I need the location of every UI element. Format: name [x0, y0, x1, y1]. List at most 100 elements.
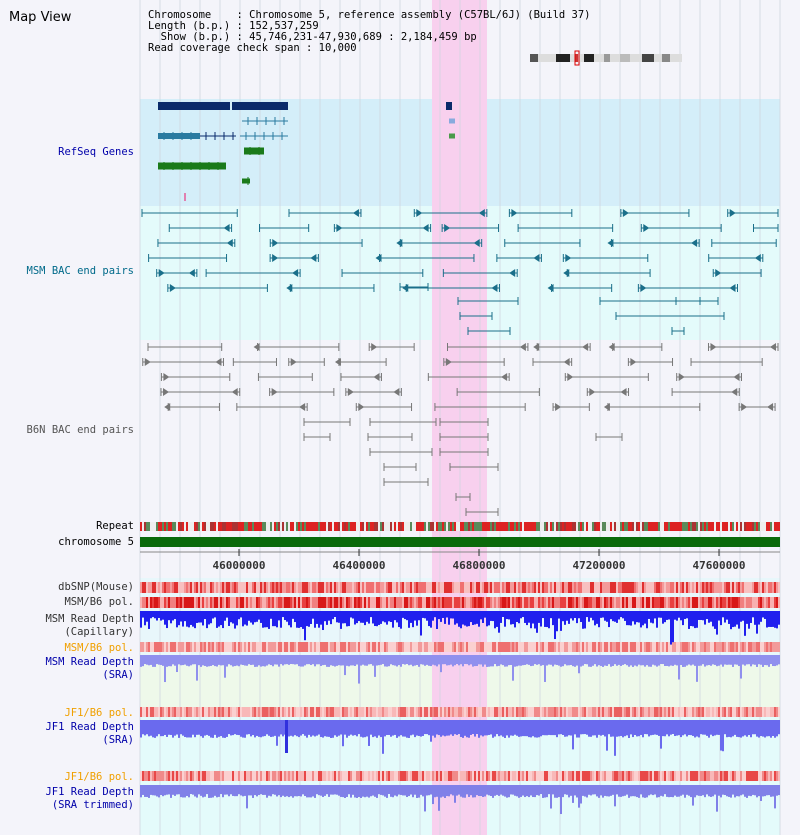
msm-sra-depth-bar: [398, 655, 400, 666]
msm-sra-depth-bar: [318, 655, 320, 665]
msm-sra-depth-bar: [356, 655, 358, 665]
msm-capillary-depth-bar: [364, 611, 366, 626]
msm-pol2-strip: [278, 642, 280, 652]
jf1-sra-depth-bar: [604, 720, 606, 737]
b6n-bac-pair-arrow: [358, 403, 365, 411]
jf1-sra-depth-bar: [572, 720, 574, 750]
b6n-bac-pair-arrow: [163, 373, 170, 381]
msm-sra-depth-bar: [534, 655, 536, 665]
jf1-sra-depth-bar: [252, 720, 254, 736]
msm-pol-strip: [360, 597, 362, 608]
jf1-trim-depth-bar: [470, 785, 472, 796]
msm-sra-depth-bar: [412, 655, 414, 667]
jf1-pol-strip: [406, 707, 408, 717]
msm-capillary-depth-bar: [462, 611, 464, 625]
msm-sra-depth-bar: [774, 655, 776, 667]
msm-pol2-strip: [592, 642, 594, 652]
msm-sra-depth-bar: [694, 655, 696, 666]
msm-sra-depth-bar: [622, 655, 624, 665]
jf1-pol-strip: [702, 707, 704, 717]
jf1-trim-depth-bar: [190, 785, 192, 795]
jf1-pol-strip: [764, 707, 766, 717]
jf1-trim-depth-bar: [274, 785, 276, 795]
msm-capillary-depth-bar: [406, 611, 408, 621]
msm-sra-depth-bar: [580, 655, 582, 667]
jf1-pol-strip: [332, 707, 334, 717]
jf1-trim-depth-bar: [642, 785, 644, 798]
msm-sra-depth-bar: [340, 655, 342, 666]
msm-capillary-depth-bar: [414, 611, 416, 621]
msm-capillary-depth-bar: [308, 611, 310, 627]
jf1-pol-strip: [504, 707, 506, 717]
repeat-segment: [252, 522, 254, 531]
jf1-sra-depth-bar: [490, 720, 492, 735]
ideogram-band: [620, 54, 630, 62]
msm-sra-depth-bar: [264, 655, 266, 667]
dbsnp-strip: [246, 582, 248, 593]
msm-pol-strip: [170, 597, 172, 608]
jf1-sra-depth-bar: [278, 720, 280, 737]
dbsnp-strip: [154, 582, 156, 593]
msm-capillary-depth-bar: [766, 611, 768, 628]
repeat-segment: [346, 522, 348, 531]
jf1-pol-strip: [646, 707, 648, 717]
repeat-segment: [488, 522, 490, 531]
msm-pol-strip: [556, 597, 558, 608]
repeat-segment: [150, 522, 152, 531]
jf1-pol2-strip: [714, 771, 716, 781]
repeat-segment: [244, 522, 246, 531]
jf1-trim-depth-bar: [206, 785, 208, 795]
msm-pol2-strip: [270, 642, 272, 652]
msm-sra-depth-bar: [692, 655, 694, 665]
msm-pol-strip: [292, 597, 294, 608]
jf1-trim-depth-bar: [722, 785, 724, 795]
msm-pol2-strip: [756, 642, 758, 652]
msm-pol-strip: [384, 597, 386, 608]
msm-pol2-strip: [220, 642, 222, 652]
jf1-pol2-strip: [150, 771, 152, 781]
msm-sra-depth-bar: [652, 655, 654, 665]
msm-capillary-depth-bar: [482, 611, 484, 623]
jf1-pol2-strip: [522, 771, 524, 781]
msm-pol2-strip: [738, 642, 740, 652]
msm-capillary-depth-bar: [292, 611, 294, 619]
jf1-pol2-strip: [326, 771, 328, 781]
jf1-sra-depth-bar: [696, 720, 698, 737]
dbsnp-strip: [474, 582, 476, 593]
jf1-trim-depth-bar: [142, 785, 144, 795]
dbsnp-strip: [238, 582, 240, 593]
msm-pol-strip: [568, 597, 570, 608]
jf1-pol-strip: [188, 707, 190, 717]
jf1-pol2-strip: [712, 771, 714, 781]
msm-pol2-strip: [216, 642, 218, 652]
repeat-segment: [670, 522, 672, 531]
jf1-pol2-strip: [264, 771, 266, 781]
msm-pol2-strip: [490, 642, 492, 652]
repeat-segment: [408, 522, 410, 531]
jf1-pol-strip: [198, 707, 200, 717]
msm-capillary-depth-bar: [286, 611, 288, 622]
msm-pol-strip: [420, 597, 422, 608]
jf1-sra-depth-bar: [260, 720, 262, 738]
msm-sra-depth-bar: [220, 655, 222, 666]
msm-pol-strip: [612, 597, 614, 608]
dbsnp-strip: [746, 582, 748, 593]
msm-capillary-depth-bar: [382, 611, 384, 622]
jf1-sra-depth-bar: [292, 720, 294, 737]
msm-capillary-depth-bar: [590, 611, 592, 618]
dbsnp-strip: [434, 582, 436, 593]
repeat-segment: [214, 522, 216, 531]
jf1-pol-strip: [544, 707, 546, 717]
jf1-sra-depth-bar: [676, 720, 678, 736]
msm-pol2-strip: [538, 642, 540, 652]
jf1-pol2-strip: [518, 771, 520, 781]
repeat-segment: [306, 522, 308, 531]
msm-pol-strip: [614, 597, 616, 608]
msm-pol-strip: [236, 597, 238, 608]
jf1-pol-strip: [352, 707, 354, 717]
jf1-sra-depth-bar: [670, 720, 672, 735]
jf1-pol-strip: [388, 707, 390, 717]
msm-capillary-depth-bar: [776, 611, 778, 629]
jf1-sra-depth-bar: [440, 720, 442, 737]
jf1-pol-strip: [490, 707, 492, 717]
